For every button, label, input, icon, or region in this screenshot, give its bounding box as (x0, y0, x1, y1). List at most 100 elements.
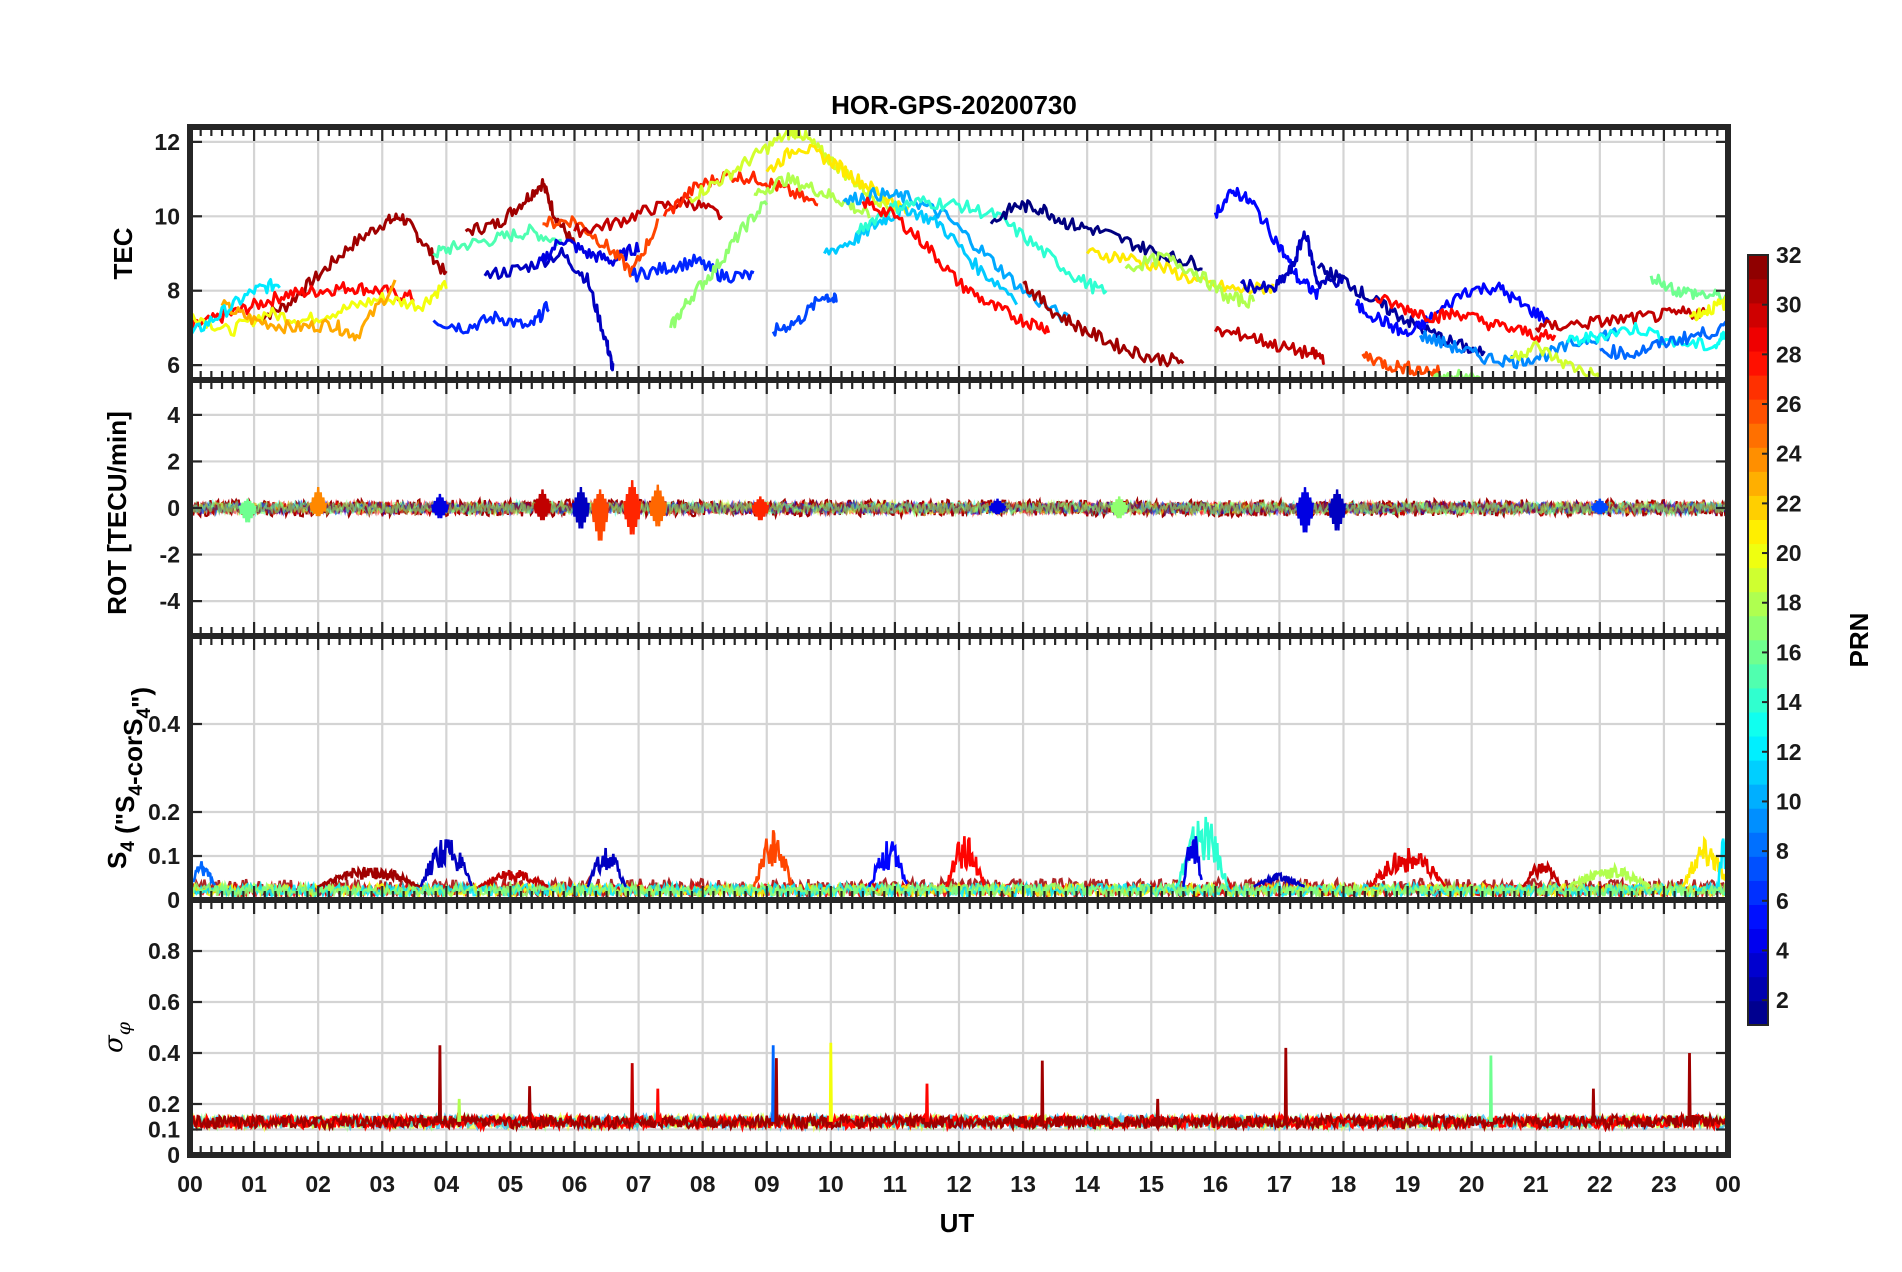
y-tick-label: 0 (167, 495, 180, 521)
colorbar-swatch (1748, 471, 1768, 496)
y-tick-label: 0.8 (148, 938, 180, 964)
colorbar-swatch (1748, 663, 1768, 689)
s4-burst-prn-18 (1567, 861, 1651, 889)
colorbar-tick-label: 4 (1776, 937, 1789, 963)
tec-series-prn-6 (630, 253, 755, 284)
tec-series-prn-28 (1374, 293, 1557, 343)
y-tick-label: 6 (167, 352, 180, 378)
tec-series-prn-5 (1213, 186, 1320, 300)
rot-spike-prn-27 (623, 480, 642, 535)
rot-spike-prn-27 (751, 496, 770, 521)
x-tick-label: 23 (1651, 1171, 1677, 1197)
sigma-spike-prn-31 (1591, 1088, 1596, 1122)
s4-burst-prn-8 (190, 861, 217, 888)
tec-series-prn-5 (1354, 281, 1550, 338)
sigma-spike-prn-20 (828, 1042, 833, 1122)
colorbar-tick-label: 32 (1776, 242, 1802, 268)
colorbar-swatch (1748, 375, 1768, 400)
s4-burst-prn-30 (477, 869, 549, 888)
x-tick-label: 12 (946, 1171, 972, 1197)
colorbar-tick-label: 24 (1776, 441, 1802, 467)
colorbar-tick-label: 14 (1776, 689, 1802, 715)
tec-series-prn-21 (765, 143, 910, 215)
x-tick-label: 08 (690, 1171, 716, 1197)
rot-spike-prn-4 (431, 493, 449, 519)
s4-burst-prn-3 (419, 839, 473, 888)
s4-burst-prn-29 (1368, 847, 1447, 888)
rot-spike-prn-30 (533, 489, 552, 521)
x-tick-label: 14 (1074, 1171, 1100, 1197)
sigma-spike-prn-31 (774, 1058, 779, 1122)
sigma-spike-prn-28 (655, 1088, 660, 1122)
colorbar-swatch (1748, 952, 1768, 978)
minor-ticks (188, 900, 1730, 1157)
x-tick-label: 05 (498, 1171, 524, 1197)
y-tick-label: 0.6 (148, 989, 180, 1015)
x-tick-label: 09 (754, 1171, 780, 1197)
x-tick-label: 01 (241, 1171, 267, 1197)
colorbar-swatch (1748, 278, 1768, 304)
rot-spike-prn-3 (572, 487, 590, 529)
x-tick-label: 19 (1395, 1171, 1421, 1197)
tec-series-prn-27 (662, 170, 819, 217)
x-tick-label: 06 (562, 1171, 588, 1197)
tec-series-prn-15 (432, 223, 562, 259)
colorbar-tick-label: 22 (1776, 490, 1802, 516)
colorbar-tick-label: 6 (1776, 888, 1789, 914)
rot-spike-prn-7 (1590, 498, 1609, 515)
tec-series-prn-16 (1649, 273, 1728, 304)
x-tick-label: 15 (1138, 1171, 1164, 1197)
colorbar-tick-label: 16 (1776, 639, 1802, 665)
colorbar-swatch (1748, 808, 1768, 833)
rot-band-prn-17 (190, 498, 1728, 518)
y-tick-label: 12 (154, 129, 180, 155)
colorbar-swatch (1748, 784, 1768, 809)
rot-spike-prn-25 (648, 484, 667, 527)
sigma-spike-prn-31 (527, 1086, 532, 1122)
rot-spike-prn-3 (1328, 489, 1346, 531)
tec-series-prn-8 (1599, 320, 1728, 360)
sigma-spike-prn-31 (1283, 1047, 1288, 1122)
colorbar-swatch (1748, 350, 1768, 376)
y-tick-label: 2 (167, 448, 180, 474)
colorbar-swatch (1748, 254, 1768, 280)
colorbar-tick-label: 20 (1776, 540, 1802, 566)
rot-spike-prn-17 (1110, 496, 1129, 519)
colorbar-swatch (1748, 832, 1768, 857)
colorbar-swatch (1748, 976, 1768, 1002)
y-tick-label: -2 (160, 542, 180, 568)
minor-ticks (188, 127, 1730, 380)
y-tick-label: 0.2 (148, 799, 180, 825)
tec-series-prn-13 (1566, 321, 1728, 352)
y-tick-label: 8 (167, 278, 180, 304)
tec-series-prn-4 (534, 238, 641, 270)
data-layer (190, 1042, 1728, 1133)
x-tick-label: 02 (305, 1171, 331, 1197)
tec-series-prn-14 (855, 195, 1108, 295)
colorbar-tick-label: 26 (1776, 391, 1802, 417)
sigma-spike-prn-31 (1040, 1060, 1045, 1122)
y-axis-label: ROT [TECU/min] (102, 411, 132, 615)
y-axis-label: σφ (99, 1021, 135, 1053)
sigma-spike-prn-31 (1687, 1052, 1692, 1122)
sigma-spike-prn-31 (1155, 1098, 1160, 1122)
x-tick-label: 04 (434, 1171, 460, 1197)
colorbar-swatch (1748, 711, 1768, 737)
tec-series-prn-9 (1419, 327, 1621, 370)
x-tick-label: 07 (626, 1171, 652, 1197)
y-tick-label: 0.1 (148, 843, 180, 869)
panel-rot: -4 -2 0 2 4 ROT [TECU/min] (102, 377, 1731, 639)
s4-burst-prn-4 (1182, 836, 1203, 887)
sigma-spike-prn-18 (457, 1098, 462, 1122)
colorbar-swatch (1748, 928, 1768, 954)
x-tick-label: 18 (1331, 1171, 1357, 1197)
tec-series-prn-1 (989, 199, 1203, 272)
sigma-baseline-prn-31 (190, 1110, 1728, 1133)
tec-series-prn-30 (573, 196, 724, 238)
x-tick-label: 11 (883, 1171, 908, 1197)
x-axis-label: UT (940, 1208, 975, 1238)
tec-series-prn-30 (1534, 305, 1711, 333)
tec-series-prn-31 (253, 212, 448, 324)
